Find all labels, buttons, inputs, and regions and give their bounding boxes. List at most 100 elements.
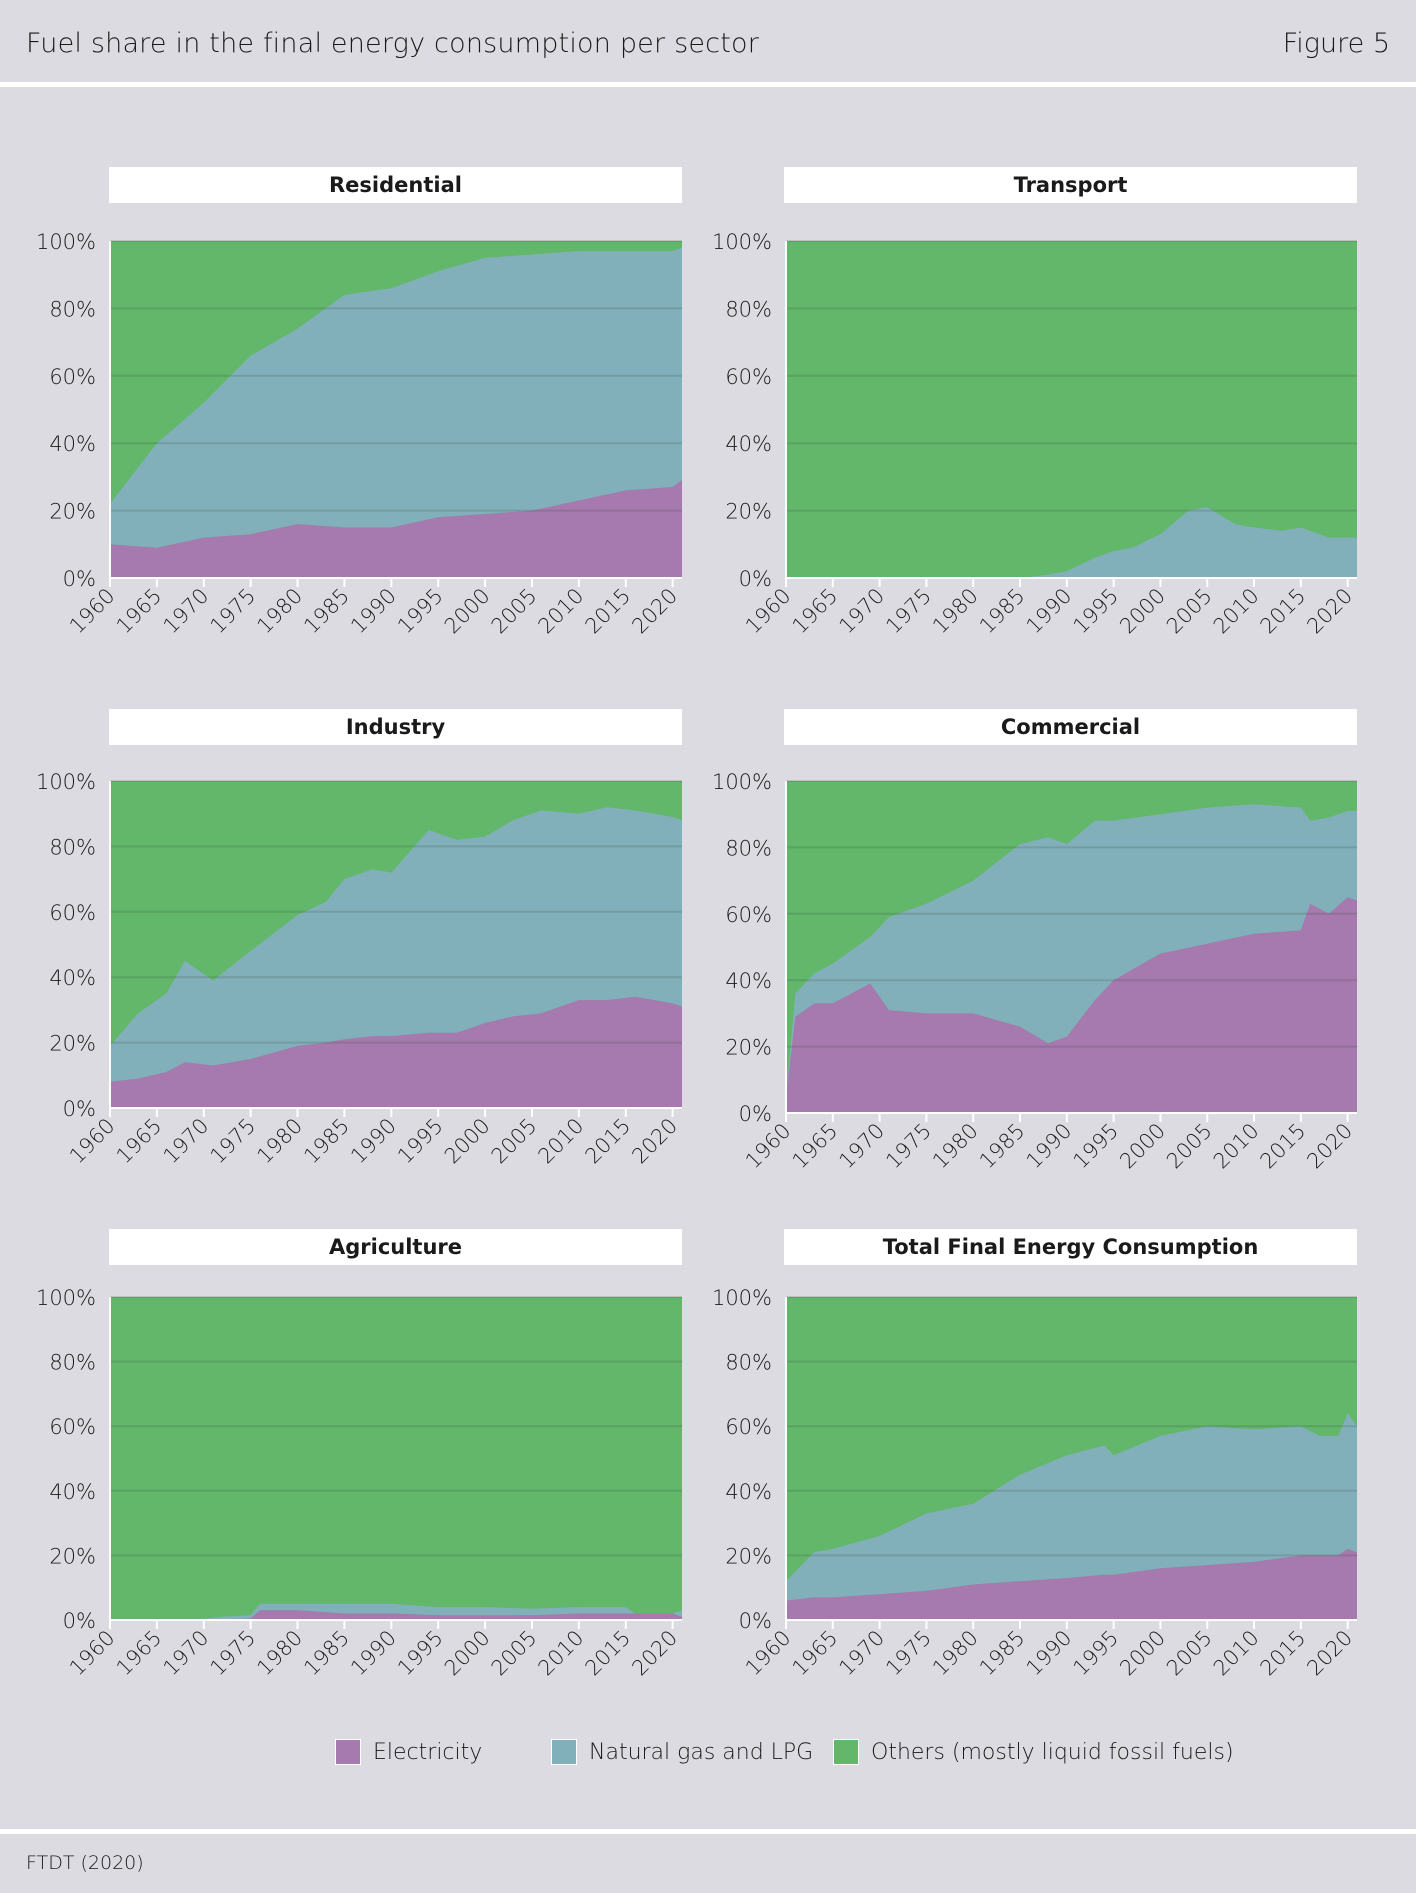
agriculture-xtick-label: 1965: [112, 1626, 167, 1681]
transport-xtick-label: 1960: [741, 584, 796, 639]
residential-xtick-label: 1985: [299, 584, 354, 639]
agriculture-ytick-label: 80%: [49, 1351, 96, 1375]
panel-title-commercial: Commercial: [784, 709, 1357, 745]
total-xtick-label: 2000: [1115, 1626, 1170, 1681]
total-xtick-label: 1990: [1022, 1626, 1077, 1681]
total-xtick-label: 1965: [788, 1626, 843, 1681]
commercial-xtick-label: 2020: [1302, 1119, 1357, 1174]
residential-xtick-label: 1995: [393, 584, 448, 639]
total-ytick-label: 20%: [725, 1544, 772, 1568]
industry-area-electricity: [110, 996, 682, 1108]
agriculture-ytick-label: 60%: [49, 1415, 96, 1439]
footer-divider: [0, 1829, 1416, 1834]
total-xtick-label: 2015: [1256, 1626, 1311, 1681]
agriculture-ytick-label: 0%: [63, 1609, 96, 1633]
residential-xtick-label: 1970: [159, 584, 214, 639]
industry-area-gas: [110, 807, 682, 1082]
industry-xtick-label: 1965: [112, 1114, 167, 1169]
transport-area-gas: [786, 507, 1357, 578]
residential-xtick-label: 1975: [205, 584, 260, 639]
panel-title-agriculture: Agriculture: [109, 1229, 682, 1265]
total-xtick-label: 1995: [1068, 1626, 1123, 1681]
transport-ytick-label: 60%: [725, 365, 772, 389]
residential-xtick-label: 2005: [487, 584, 542, 639]
panel-title-total: Total Final Energy Consumption: [784, 1229, 1357, 1265]
panel-title-industry: Industry: [109, 709, 682, 745]
industry-xtick-label: 2010: [534, 1114, 589, 1169]
agriculture-area-others: [110, 1297, 682, 1620]
industry-xtick-label: 1990: [346, 1114, 401, 1169]
residential-xtick-label: 2015: [581, 584, 636, 639]
legend-swatch-gas: [551, 1739, 577, 1765]
transport-area-others: [786, 241, 1357, 578]
agriculture-ytick-label: 40%: [49, 1480, 96, 1504]
figure-label: Figure 5: [1282, 28, 1390, 59]
total-ytick-label: 0%: [739, 1609, 772, 1633]
agriculture-area-gas: [110, 1603, 682, 1620]
industry-ytick-label: 40%: [49, 966, 96, 990]
total-ytick-label: 100%: [712, 1286, 772, 1310]
transport-xtick-label: 2010: [1209, 584, 1264, 639]
commercial-xtick-label: 1995: [1068, 1119, 1123, 1174]
total-xtick-label: 1975: [881, 1626, 936, 1681]
commercial-ytick-label: 20%: [725, 1036, 772, 1060]
agriculture-xtick-label: 2010: [534, 1626, 589, 1681]
industry-xtick-label: 1980: [252, 1114, 307, 1169]
industry-xtick-label: 1975: [205, 1114, 260, 1169]
agriculture-xtick-label: 2020: [627, 1626, 682, 1681]
industry-xtick-label: 1985: [299, 1114, 354, 1169]
residential-xtick-label: 2000: [440, 584, 495, 639]
total-xtick-label: 2010: [1209, 1626, 1264, 1681]
industry-ytick-label: 0%: [63, 1097, 96, 1121]
legend-swatch-electricity: [335, 1739, 361, 1765]
transport-xtick-label: 1985: [975, 584, 1030, 639]
residential-area-electricity: [110, 480, 682, 578]
agriculture-xtick-label: 1970: [159, 1626, 214, 1681]
residential-xtick-label: 2020: [627, 584, 682, 639]
agriculture-ytick-label: 20%: [49, 1544, 96, 1568]
legend-item-electricity: Electricity: [335, 1739, 482, 1765]
agriculture-xtick-label: 2000: [440, 1626, 495, 1681]
total-ytick-label: 80%: [725, 1351, 772, 1375]
transport-xtick-label: 2015: [1256, 584, 1311, 639]
industry-xtick-label: 1995: [393, 1114, 448, 1169]
legend-label-gas: Natural gas and LPG: [589, 1739, 814, 1765]
transport-ytick-label: 20%: [725, 500, 772, 524]
commercial-area-electricity: [786, 897, 1357, 1113]
residential-ytick-label: 40%: [49, 432, 96, 456]
total-area-gas: [786, 1413, 1357, 1601]
industry-ytick-label: 60%: [49, 901, 96, 925]
page-title: Fuel share in the final energy consumpti…: [26, 28, 760, 59]
total-xtick-label: 2005: [1162, 1626, 1217, 1681]
legend-swatch-others: [833, 1739, 859, 1765]
commercial-ytick-label: 0%: [739, 1102, 772, 1126]
industry-ytick-label: 80%: [49, 835, 96, 859]
panel-title-residential: Residential: [109, 167, 682, 203]
commercial-xtick-label: 2005: [1162, 1119, 1217, 1174]
total-xtick-label: 1980: [928, 1626, 983, 1681]
total-area-electricity: [786, 1548, 1357, 1620]
agriculture-xtick-label: 1980: [252, 1626, 307, 1681]
industry-ytick-label: 20%: [49, 1032, 96, 1056]
industry-ytick-label: 100%: [36, 770, 96, 794]
header: Fuel share in the final energy consumpti…: [0, 0, 1416, 84]
transport-xtick-label: 1965: [788, 584, 843, 639]
commercial-area-gas: [786, 804, 1357, 1097]
commercial-xtick-label: 1960: [741, 1119, 796, 1174]
panel-title-transport: Transport: [784, 167, 1357, 203]
residential-ytick-label: 100%: [36, 230, 96, 254]
industry-xtick-label: 2015: [581, 1114, 636, 1169]
industry-xtick-label: 2005: [487, 1114, 542, 1169]
legend-item-others: Others (mostly liquid fossil fuels): [833, 1739, 1234, 1765]
transport-ytick-label: 80%: [725, 297, 772, 321]
commercial-xtick-label: 2010: [1209, 1119, 1264, 1174]
commercial-xtick-label: 1985: [975, 1119, 1030, 1174]
transport-xtick-label: 1990: [1022, 584, 1077, 639]
residential-area-gas: [110, 247, 682, 548]
commercial-xtick-label: 1970: [834, 1119, 889, 1174]
commercial-xtick-label: 1990: [1022, 1119, 1077, 1174]
legend-item-gas: Natural gas and LPG: [551, 1739, 813, 1765]
transport-ytick-label: 40%: [725, 432, 772, 456]
header-divider: [0, 82, 1416, 87]
agriculture-ytick-label: 100%: [36, 1286, 96, 1310]
